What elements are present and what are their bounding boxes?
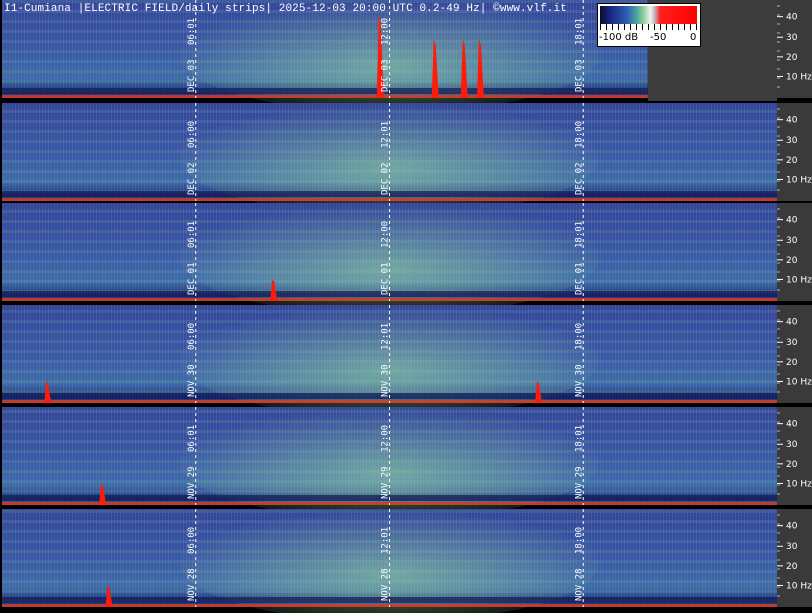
red-burst	[270, 279, 278, 301]
y-tick-label: 10 Hz	[786, 479, 812, 489]
daytime-glow	[179, 300, 600, 418]
date-label: DEC 02	[574, 162, 584, 195]
time-label: 12:00	[381, 221, 391, 248]
y-tick-label: 30	[786, 136, 798, 146]
y-tick-label: 40	[786, 318, 798, 328]
time-label: 18:01	[574, 221, 584, 248]
daytime-glow	[179, 402, 600, 520]
y-tick-label: 10 Hz	[786, 72, 812, 82]
date-label: DEC 03	[187, 59, 197, 92]
strip-nov-30: NOV 30 06:00 NOV 30 12:01 NOV 30 18:00 40 30 20 1…	[2, 300, 812, 418]
time-label: 12:00	[381, 425, 391, 452]
date-label: DEC 02	[381, 162, 391, 195]
y-tick-label: 20	[786, 562, 798, 572]
y-tick-label: 20	[786, 156, 798, 166]
red-burst	[460, 39, 468, 98]
color-scale-legend: -100 dB -50 0	[597, 3, 701, 47]
y-tick-label: 40	[786, 420, 798, 430]
time-label: 12:01	[381, 323, 391, 350]
time-label: 18:01	[574, 18, 584, 45]
date-label: NOV 28	[187, 568, 197, 601]
time-label: 06:01	[187, 18, 197, 45]
y-tick-label: 20	[786, 358, 798, 368]
y-tick-label: 20	[786, 256, 798, 266]
y-tick-label: 30	[786, 440, 798, 450]
color-scale-min-label: -100 dB	[599, 32, 639, 43]
color-scale-mid-label: -50	[650, 32, 667, 43]
y-tick-label: 20	[786, 53, 798, 63]
date-label: NOV 30	[381, 364, 391, 397]
date-label: DEC 03	[574, 59, 584, 92]
red-burst	[535, 381, 543, 403]
red-burst	[376, 14, 384, 99]
red-burst	[105, 585, 113, 607]
strip-dec-02: DEC 02 06:00 DEC 02 12:01 DEC 02 18:00 40 30 20 1…	[2, 98, 812, 216]
time-label: 18:00	[574, 323, 584, 350]
y-tick-label: 40	[786, 13, 798, 23]
date-label: NOV 30	[187, 364, 197, 397]
color-scale-gradient	[600, 6, 697, 24]
date-label: DEC 01	[574, 262, 584, 295]
red-burst	[99, 483, 107, 505]
strip-dec-03: DEC 03 06:01 DEC 03 12:00 DEC 03 18:01 40 30 20 1…	[2, 0, 812, 113]
time-label: 06:00	[187, 121, 197, 148]
date-label: DEC 01	[381, 262, 391, 295]
color-scale-max-label: 0	[690, 32, 697, 43]
chart-title: I1-Cumiana |ELECTRIC FIELD/daily strips|…	[4, 3, 567, 15]
y-tick-label: 40	[786, 116, 798, 126]
time-label: 12:01	[381, 121, 391, 148]
strip-dec-01: DEC 01 06:01 DEC 01 12:00 DEC 01 18:01 40 30 20 1…	[2, 198, 812, 316]
date-label: DEC 03	[381, 59, 391, 92]
daytime-glow	[179, 98, 600, 216]
y-tick-label: 30	[786, 236, 798, 246]
time-label: 12:01	[381, 527, 391, 554]
y-tick-label: 30	[786, 542, 798, 552]
color-scale-ticks	[600, 24, 697, 30]
date-label: DEC 02	[187, 162, 197, 195]
date-label: NOV 29	[381, 466, 391, 499]
date-label: NOV 29	[574, 466, 584, 499]
time-label: 06:01	[187, 221, 197, 248]
bottom-noise-line	[2, 95, 648, 98]
y-tick-label: 20	[786, 460, 798, 470]
date-label: NOV 28	[574, 568, 584, 601]
y-tick-label: 40	[786, 216, 798, 226]
time-label: 18:00	[574, 527, 584, 554]
red-burst	[476, 39, 484, 98]
date-label: NOV 28	[381, 568, 391, 601]
time-label: 18:01	[574, 425, 584, 452]
red-burst	[44, 381, 52, 403]
y-tick-label: 30	[786, 338, 798, 348]
date-label: NOV 29	[187, 466, 197, 499]
time-label: 12:00	[381, 18, 391, 45]
y-tick-label: 30	[786, 33, 798, 43]
strip-nov-28: NOV 28 06:00 NOV 28 12:01 NOV 28 18:00 40 30 20 1…	[2, 504, 812, 613]
red-burst	[431, 39, 439, 98]
low-frequency-band	[2, 88, 648, 94]
y-tick-label: 10 Hz	[786, 377, 812, 387]
daytime-glow	[179, 198, 600, 316]
y-tick-label: 10 Hz	[786, 581, 812, 591]
time-label: 06:00	[187, 527, 197, 554]
strip-nov-29: NOV 29 06:01 NOV 29 12:00 NOV 29 18:01 40 30 20 1…	[2, 402, 812, 520]
y-tick-label: 40	[786, 522, 798, 532]
date-label: DEC 01	[187, 262, 197, 295]
time-label: 06:00	[187, 323, 197, 350]
time-label: 06:01	[187, 425, 197, 452]
y-tick-label: 10 Hz	[786, 275, 812, 285]
y-tick-label: 10 Hz	[786, 175, 812, 185]
date-label: NOV 30	[574, 364, 584, 397]
time-label: 18:00	[574, 121, 584, 148]
